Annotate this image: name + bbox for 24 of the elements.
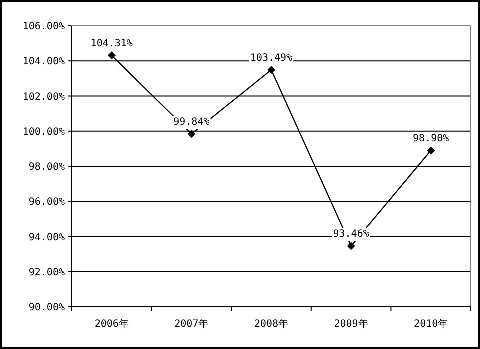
y-tick-label: 104.00%	[22, 56, 65, 68]
x-tick-label: 2010年	[414, 318, 448, 330]
y-tick-label: 106.00%	[22, 22, 65, 32]
point	[188, 130, 196, 138]
x-tick-label: 2007年	[174, 318, 209, 330]
y-tick-label: 92.00%	[28, 267, 65, 278]
y-tick-label: 100.00%	[22, 126, 65, 138]
y-tick-label: 96.00%	[28, 197, 65, 208]
data-label: 99.84%	[174, 117, 210, 128]
data-label: 103.49%	[250, 53, 293, 64]
point	[347, 242, 356, 250]
point	[427, 146, 436, 155]
y-tick-label: 90.00%	[28, 302, 65, 314]
point	[268, 66, 276, 74]
data-label: 93.46%	[333, 229, 370, 240]
point	[108, 52, 116, 60]
y-tick-label: 102.00%	[22, 92, 65, 103]
x-tick-label: 2009年	[334, 318, 368, 330]
y-tick-label: 94.00%	[28, 232, 65, 244]
data-label: 98.90%	[413, 134, 450, 145]
y-tick-label: 98.00%	[28, 162, 65, 173]
data-label: 104.31%	[90, 38, 133, 50]
x-tick-label: 2008年	[254, 318, 289, 330]
x-tick-label: 2006年	[94, 318, 129, 330]
